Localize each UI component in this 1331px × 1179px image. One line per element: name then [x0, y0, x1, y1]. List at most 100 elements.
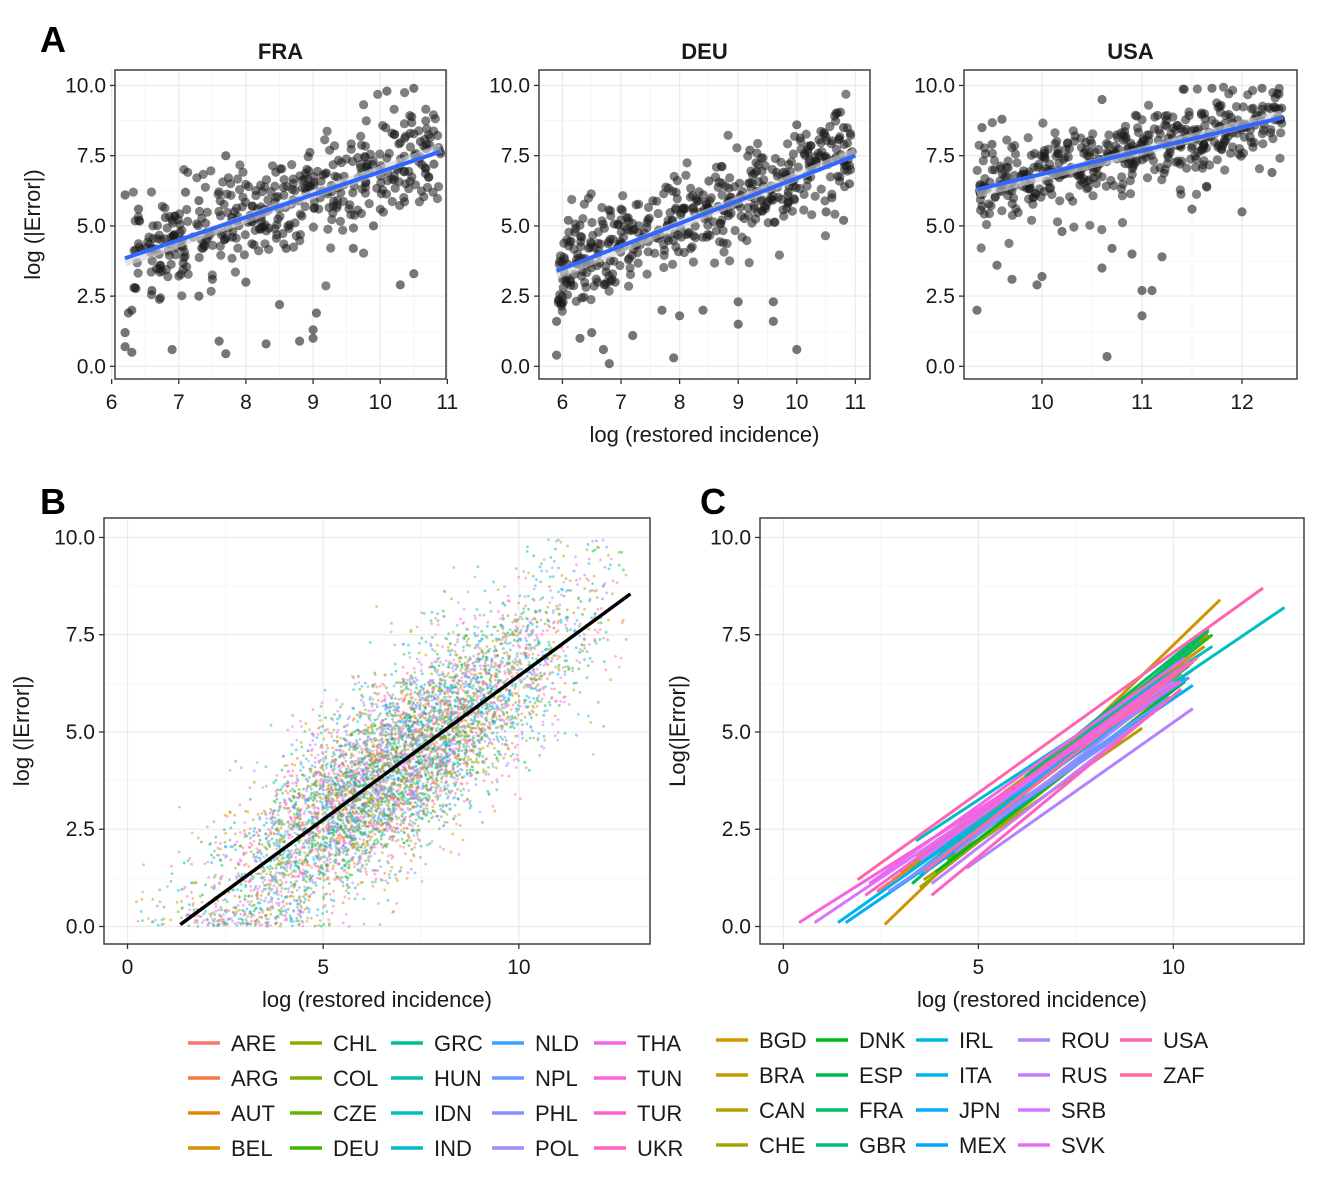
data-point [173, 215, 183, 225]
data-point [391, 701, 395, 705]
data-point [1007, 274, 1017, 284]
data-point [845, 128, 855, 138]
data-point [498, 694, 501, 698]
data-point [175, 900, 179, 904]
data-point [774, 250, 785, 260]
data-point [424, 702, 428, 706]
data-point [311, 739, 315, 742]
data-point [443, 679, 447, 683]
data-point [261, 880, 265, 884]
data-point [305, 823, 309, 826]
data-point [604, 271, 614, 281]
data-point [252, 839, 256, 843]
data-point [546, 605, 550, 609]
data-point [557, 590, 560, 594]
data-point [375, 717, 379, 721]
data-point [155, 293, 166, 303]
data-point [446, 784, 450, 787]
data-point [452, 742, 456, 746]
data-point [481, 633, 485, 637]
data-point [187, 903, 191, 907]
data-point [309, 770, 313, 774]
data-point [442, 847, 445, 851]
data-point [414, 818, 418, 822]
data-point [345, 767, 348, 771]
data-point [327, 819, 330, 822]
data-point [389, 761, 393, 765]
data-point [367, 830, 371, 834]
data-point [162, 905, 166, 909]
data-point [1093, 170, 1103, 180]
data-point [530, 633, 533, 636]
data-point [383, 888, 387, 892]
data-point [556, 657, 560, 661]
data-point [387, 873, 391, 876]
data-point [452, 796, 455, 800]
data-point [253, 781, 256, 784]
data-point [408, 680, 412, 684]
data-point [304, 799, 308, 803]
data-point [285, 855, 289, 859]
data-point [501, 660, 504, 664]
data-point [547, 640, 551, 644]
data-point [290, 186, 300, 196]
data-point [321, 281, 331, 291]
data-point [539, 700, 543, 703]
data-point [483, 661, 487, 665]
data-point [429, 159, 439, 169]
data-point [997, 206, 1007, 216]
data-point [405, 678, 409, 682]
x-tick-label: 10 [1030, 391, 1053, 414]
data-point [520, 652, 523, 656]
data-point [135, 900, 138, 904]
data-point [289, 884, 293, 888]
data-point [1055, 196, 1065, 206]
data-point [384, 708, 388, 711]
data-point [386, 778, 389, 782]
data-point [397, 804, 400, 808]
data-point [503, 735, 507, 739]
data-point [373, 691, 377, 695]
data-point [978, 156, 988, 166]
data-point [317, 873, 321, 876]
data-point [578, 648, 582, 651]
data-point [464, 745, 468, 748]
data-point [217, 908, 221, 912]
data-point [298, 853, 302, 857]
data-point [326, 859, 329, 862]
data-point [499, 617, 502, 620]
data-point [514, 657, 517, 661]
data-point [524, 576, 528, 580]
data-point [676, 232, 687, 242]
data-point [201, 893, 204, 897]
data-point [556, 666, 560, 670]
data-point [333, 803, 336, 807]
data-point [206, 166, 216, 176]
data-point [418, 796, 422, 799]
data-point [379, 842, 383, 846]
data-point [241, 846, 245, 850]
data-point [565, 615, 569, 619]
data-point [531, 681, 535, 685]
data-point [505, 764, 509, 767]
data-point [1125, 176, 1135, 186]
data-point [320, 777, 323, 781]
data-point [383, 176, 393, 186]
data-point [454, 791, 457, 795]
data-point [297, 874, 301, 878]
data-point [406, 687, 410, 691]
data-point [514, 707, 518, 711]
data-point [839, 215, 849, 225]
data-point [327, 918, 330, 922]
data-point [613, 219, 623, 229]
data-point [382, 86, 392, 96]
data-point [418, 708, 422, 711]
data-point [321, 763, 324, 767]
data-point [224, 831, 228, 835]
data-point [600, 279, 610, 290]
data-point [318, 719, 322, 722]
data-point [469, 668, 473, 671]
data-point [309, 203, 319, 213]
data-point [322, 126, 332, 136]
data-point [725, 173, 735, 183]
